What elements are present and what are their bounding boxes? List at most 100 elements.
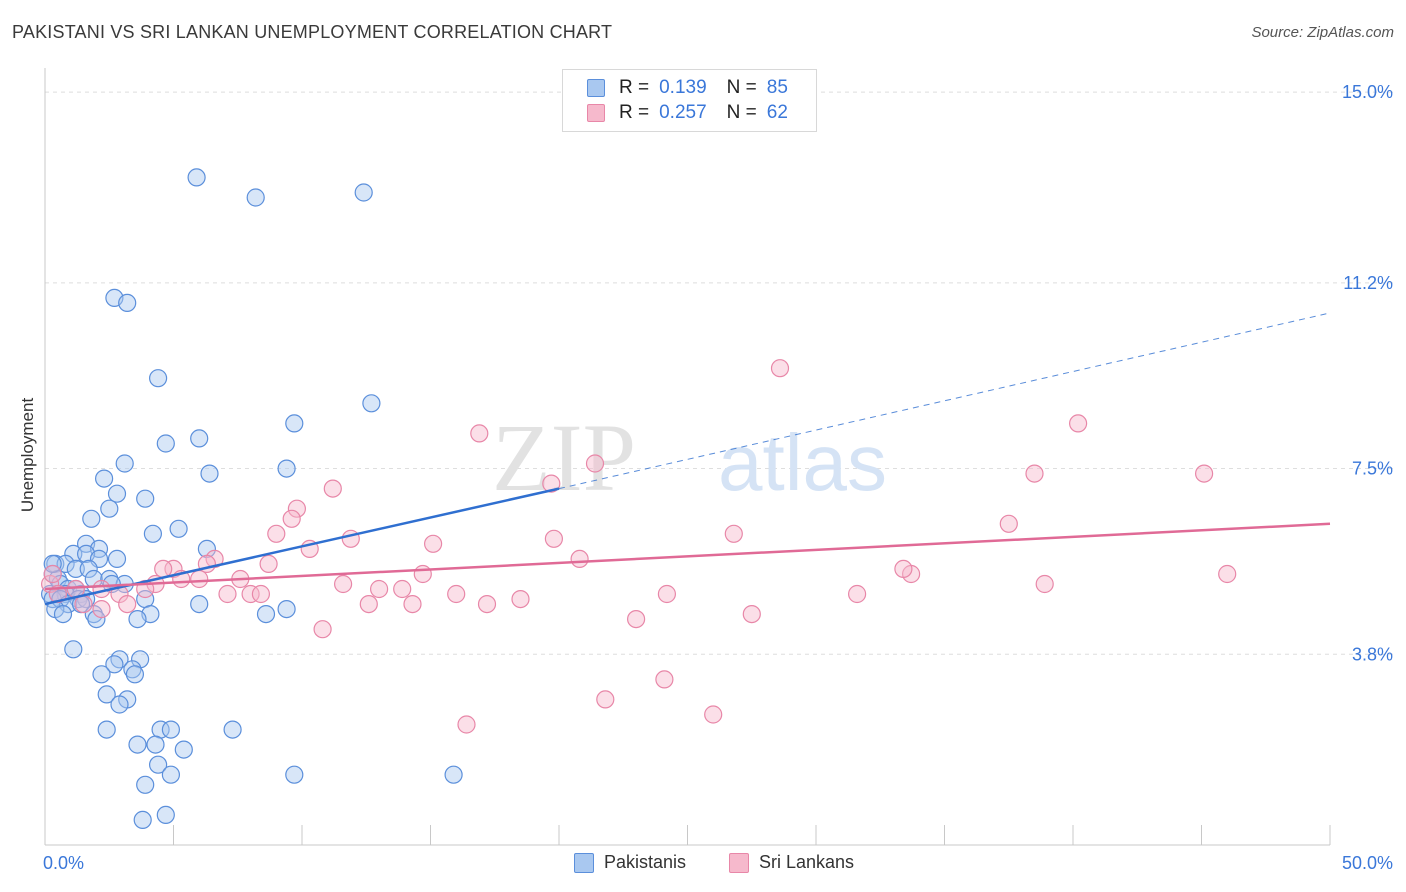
- srilankan-point: [393, 579, 412, 599]
- legend-n-label: N =: [726, 102, 757, 123]
- srilankan-trend-line: [44, 522, 1331, 591]
- pakistani-point: [190, 429, 209, 448]
- pakistani-point: [87, 609, 106, 629]
- pakistani-point: [92, 665, 111, 684]
- srilankan-point: [118, 594, 137, 614]
- srilankan-point: [218, 584, 237, 604]
- pakistani-point: [354, 183, 373, 202]
- watermark-atlas: atlas: [718, 418, 887, 507]
- pakistani-point: [149, 755, 168, 774]
- x-tick-label: 50.0%: [1342, 853, 1393, 873]
- legend-row-pakistanis: R = 0.139 N = 85: [587, 76, 788, 100]
- srilankan-point: [190, 569, 209, 589]
- legend-swatch-srilankans: [729, 852, 749, 873]
- srilankan-point: [1025, 464, 1044, 483]
- pakistani-trend-extension: [558, 312, 1331, 490]
- pakistani-point: [97, 720, 116, 739]
- pakistani-point: [79, 559, 98, 579]
- srilankan-point: [585, 454, 605, 473]
- legend-n-value: 85: [766, 77, 788, 98]
- pakistani-point: [169, 519, 188, 538]
- pakistani-point: [285, 414, 304, 433]
- series-legend: Pakistanis Sri Lankans: [0, 852, 1406, 878]
- legend-item-pakistanis[interactable]: Pakistanis: [574, 852, 686, 873]
- srilankan-point: [457, 715, 476, 734]
- correlation-legend: R = 0.139 N = 85 R = 0.257 N = 62: [562, 69, 817, 132]
- srilankan-point: [424, 534, 443, 553]
- pakistani-point: [64, 544, 83, 564]
- legend-label-pakistanis: Pakistanis: [604, 852, 687, 872]
- pakistani-point: [161, 765, 180, 784]
- pakistani-point: [246, 188, 265, 207]
- srilankan-point: [544, 529, 564, 548]
- y-tick-label: 3.8%: [1352, 644, 1393, 664]
- pakistani-point: [161, 720, 180, 739]
- pakistani-point: [110, 650, 129, 669]
- legend-swatch-srilankans: [587, 104, 605, 122]
- pakistani-point: [128, 609, 147, 629]
- srilankan-point: [1218, 564, 1237, 584]
- pakistani-point: [125, 665, 144, 684]
- srilankan-point: [570, 549, 589, 569]
- srilankan-point: [313, 620, 332, 639]
- srilankan-point: [596, 690, 615, 709]
- pakistani-point: [115, 454, 134, 473]
- legend-r-value: 0.139: [659, 77, 707, 98]
- y-tick-label: 7.5%: [1352, 459, 1393, 479]
- pakistani-point: [256, 604, 276, 624]
- pakistani-point: [136, 775, 155, 794]
- srilankan-point: [267, 524, 286, 543]
- srilankan-point: [542, 474, 561, 493]
- srilankan-point: [403, 594, 422, 614]
- pakistani-point: [43, 554, 62, 574]
- chart-title: PAKISTANI VS SRI LANKAN UNEMPLOYMENT COR…: [12, 22, 613, 42]
- pakistani-point: [107, 484, 127, 503]
- pakistani-point: [118, 293, 137, 312]
- srilankan-point: [282, 509, 301, 528]
- pakistani-point: [66, 559, 85, 579]
- watermark: ZIP atlas: [492, 404, 887, 511]
- pakistani-points: [40, 168, 463, 830]
- srilankan-point: [894, 559, 913, 579]
- pakistani-point: [53, 604, 73, 624]
- srilankan-point: [43, 564, 62, 584]
- pakistani-point: [133, 810, 152, 830]
- pakistani-point: [82, 509, 101, 528]
- srilankan-point: [847, 584, 867, 604]
- pakistani-point: [187, 168, 206, 187]
- pakistani-point: [128, 735, 147, 754]
- srilankan-point: [1068, 414, 1088, 433]
- srilankan-point: [447, 584, 466, 604]
- pakistani-point: [200, 464, 219, 483]
- srilankan-point: [92, 599, 111, 619]
- srilankan-point: [770, 359, 790, 378]
- srilankan-point: [999, 514, 1018, 533]
- legend-r-label: R =: [619, 77, 650, 98]
- tick-labels: 3.8% 7.5% 11.2% 15.0% 0.0% 50.0%: [43, 82, 1393, 873]
- y-tick-label: 15.0%: [1342, 82, 1393, 102]
- srilankan-point: [259, 554, 278, 574]
- pakistani-point: [362, 394, 381, 413]
- pakistani-point: [174, 740, 193, 759]
- pakistani-point: [277, 459, 296, 478]
- legend-swatch-pakistanis: [587, 79, 605, 97]
- pakistani-point: [444, 765, 463, 784]
- srilankan-point: [742, 604, 761, 624]
- pakistani-point: [156, 434, 175, 453]
- legend-row-srilankans: R = 0.257 N = 62: [587, 101, 788, 125]
- pakistani-point: [143, 524, 162, 543]
- srilankan-point: [413, 564, 432, 584]
- srilankan-point: [334, 574, 353, 594]
- srilankan-point: [657, 584, 677, 604]
- srilankan-point: [241, 584, 260, 604]
- pakistani-point: [107, 549, 127, 569]
- srilankan-point: [1035, 574, 1054, 594]
- pakistani-point: [97, 685, 116, 704]
- srilankan-point: [655, 670, 674, 689]
- watermark-zip: ZIP: [492, 404, 636, 511]
- srilankan-point: [370, 579, 389, 599]
- pakistani-point: [123, 660, 142, 679]
- legend-item-srilankans[interactable]: Sri Lankans: [729, 852, 854, 873]
- pakistani-point: [105, 655, 124, 674]
